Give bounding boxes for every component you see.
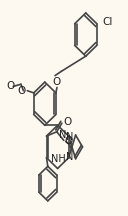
Text: N: N bbox=[66, 152, 74, 162]
Text: N: N bbox=[66, 132, 74, 142]
Text: NH: NH bbox=[51, 154, 66, 164]
Text: O: O bbox=[63, 117, 71, 127]
Text: O: O bbox=[64, 136, 73, 146]
Text: O: O bbox=[52, 77, 60, 87]
Text: O: O bbox=[18, 86, 26, 96]
Text: O: O bbox=[6, 81, 14, 91]
Text: Cl: Cl bbox=[102, 17, 112, 27]
Text: N: N bbox=[59, 130, 66, 140]
